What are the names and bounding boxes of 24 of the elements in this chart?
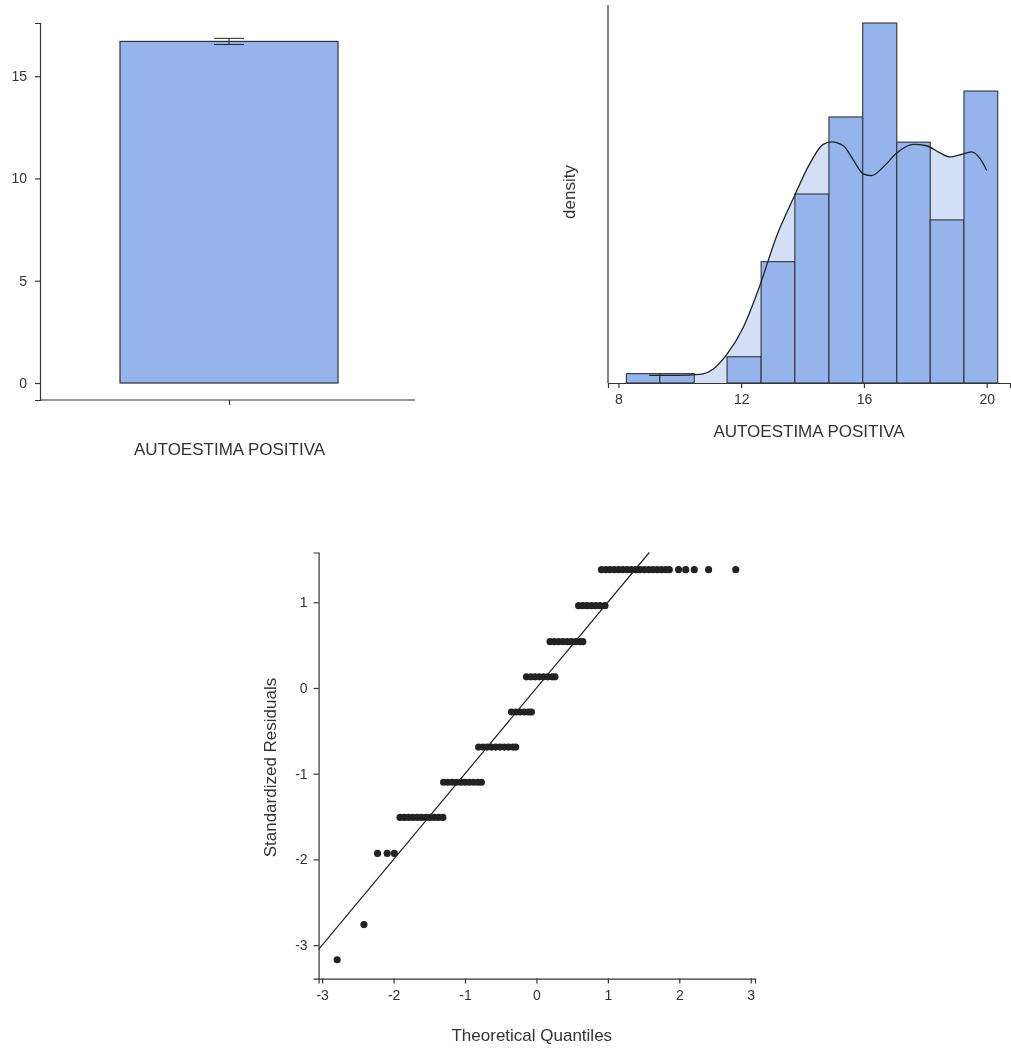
y-tick-label: 15: [11, 68, 28, 85]
x-tick-label: 1: [604, 986, 613, 1003]
x-tick-label: 20: [979, 390, 996, 407]
y-tick-label: 0: [19, 375, 28, 391]
x-tick-label: 12: [733, 390, 750, 407]
x-axis-title: AUTOESTIMA POSITIVA: [713, 422, 906, 441]
y-axis-title: Standardized Residuals: [260, 677, 280, 858]
x-tick-label: 2: [675, 986, 684, 1003]
y-tick-label: -2: [295, 851, 308, 868]
y-axis-title: density: [560, 164, 579, 219]
y-tick-label: -1: [295, 765, 308, 782]
x-tick-label: 8: [615, 390, 624, 407]
y-tick-label: 0: [299, 679, 308, 696]
x-tick-label: 0: [533, 986, 542, 1003]
y-tick-label: 10: [11, 170, 28, 187]
x-tick-label: -1: [459, 986, 472, 1003]
y-tick-label: 1: [299, 594, 308, 611]
x-tick-label: 16: [856, 390, 873, 407]
x-tick-label: -3: [316, 986, 330, 1003]
x-tick-label: 3: [747, 986, 756, 1003]
y-tick-label: -3: [295, 937, 308, 954]
x-axis-title: Theoretical Quantiles: [451, 1025, 613, 1045]
y-tick-label: 5: [19, 272, 28, 289]
x-tick-label: -2: [387, 986, 401, 1003]
